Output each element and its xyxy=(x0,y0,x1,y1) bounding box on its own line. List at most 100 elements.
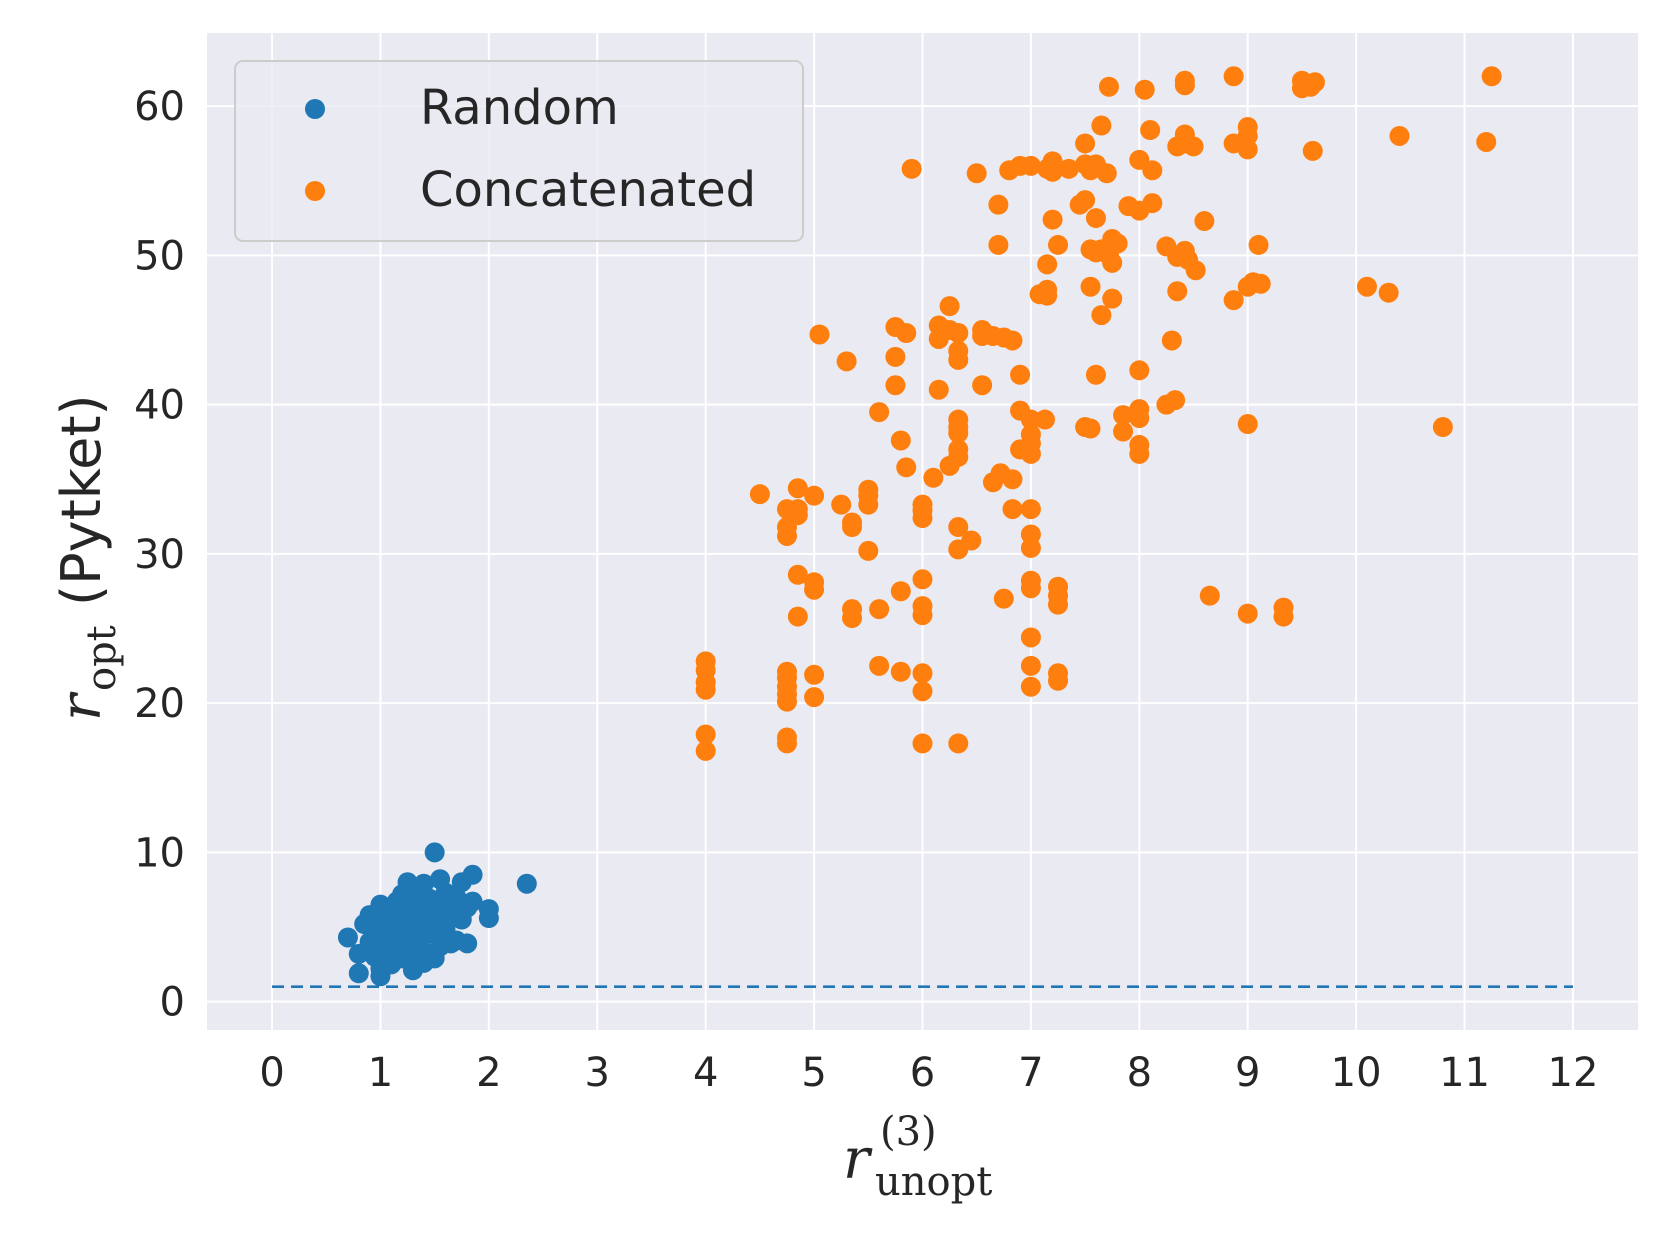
data-point xyxy=(1129,360,1150,381)
data-point xyxy=(1080,276,1101,297)
data-point xyxy=(337,927,358,948)
data-point xyxy=(787,505,808,526)
x-axis-label-symbol: r xyxy=(843,1127,873,1192)
data-point xyxy=(1020,499,1041,520)
data-point xyxy=(462,891,483,912)
data-point xyxy=(885,346,906,367)
data-point xyxy=(1091,305,1112,326)
data-point xyxy=(516,873,537,894)
data-point xyxy=(842,517,863,538)
legend-label-random: Random xyxy=(420,80,619,136)
data-point xyxy=(1002,469,1023,490)
data-point xyxy=(787,606,808,627)
data-point xyxy=(1432,417,1453,438)
data-point xyxy=(988,234,1009,255)
data-point xyxy=(804,485,825,506)
data-point xyxy=(869,655,890,676)
data-point xyxy=(912,663,933,684)
data-point xyxy=(1129,408,1150,429)
y-tick-label: 40 xyxy=(134,383,185,429)
data-point xyxy=(1075,133,1096,154)
data-point xyxy=(858,494,879,515)
data-point xyxy=(1356,276,1377,297)
y-tick-label: 10 xyxy=(134,830,185,876)
data-point xyxy=(1183,136,1204,157)
data-point xyxy=(1140,120,1161,141)
legend-marker-concatenated xyxy=(305,181,325,201)
y-axis-label-subscript: opt xyxy=(79,625,125,691)
data-point xyxy=(901,158,922,179)
data-point xyxy=(1020,578,1041,599)
data-point xyxy=(1075,190,1096,211)
data-point xyxy=(804,579,825,600)
data-point xyxy=(776,525,797,546)
data-point xyxy=(1020,627,1041,648)
data-point xyxy=(1273,606,1294,627)
data-point xyxy=(1035,409,1056,430)
y-axis-label: r opt (Pytket) xyxy=(49,394,125,721)
data-point xyxy=(1048,594,1069,615)
x-tick-label: 6 xyxy=(910,1050,935,1096)
data-point xyxy=(1237,139,1258,160)
data-point xyxy=(1174,75,1195,96)
data-point xyxy=(1113,421,1134,442)
data-point xyxy=(912,733,933,754)
data-point xyxy=(1020,409,1041,430)
data-point xyxy=(1161,330,1182,351)
y-tick-label: 30 xyxy=(134,532,185,578)
data-point xyxy=(1058,158,1079,179)
data-point xyxy=(858,540,879,561)
data-point xyxy=(1037,285,1058,306)
data-point xyxy=(1048,234,1069,255)
data-point xyxy=(457,933,478,954)
x-tick-label: 10 xyxy=(1331,1050,1382,1096)
data-point xyxy=(478,899,499,920)
data-point xyxy=(1142,193,1163,214)
data-point xyxy=(1248,234,1269,255)
data-point xyxy=(348,963,369,984)
data-point xyxy=(896,322,917,343)
data-point xyxy=(869,599,890,620)
data-point xyxy=(1020,155,1041,176)
data-point xyxy=(988,194,1009,215)
data-point xyxy=(1020,443,1041,464)
data-point xyxy=(1002,330,1023,351)
data-point xyxy=(695,724,716,745)
data-point xyxy=(1080,418,1101,439)
x-tick-label: 7 xyxy=(1018,1050,1043,1096)
data-point xyxy=(1037,254,1058,275)
data-point xyxy=(912,681,933,702)
data-point xyxy=(1304,72,1325,93)
data-point xyxy=(1194,211,1215,232)
data-point xyxy=(1223,66,1244,87)
x-tick-label: 5 xyxy=(801,1050,826,1096)
data-point xyxy=(842,608,863,629)
series-random xyxy=(337,842,537,987)
data-point xyxy=(804,664,825,685)
y-tick-label: 20 xyxy=(134,681,185,727)
data-point xyxy=(928,379,949,400)
y-tick-labels: 0 10 20 30 40 50 60 xyxy=(134,84,185,1026)
data-point xyxy=(809,324,830,345)
x-tick-label: 0 xyxy=(259,1050,284,1096)
y-tick-label: 60 xyxy=(134,84,185,130)
data-point xyxy=(993,588,1014,609)
x-tick-label: 8 xyxy=(1127,1050,1152,1096)
data-point xyxy=(695,679,716,700)
data-point xyxy=(804,687,825,708)
data-point xyxy=(1042,161,1063,182)
data-point xyxy=(966,163,987,184)
y-axis-label-suffix: (Pytket) xyxy=(50,394,113,606)
data-point xyxy=(912,569,933,590)
data-point xyxy=(890,661,911,682)
data-point xyxy=(1237,603,1258,624)
data-point xyxy=(890,581,911,602)
data-point xyxy=(1302,140,1323,161)
data-point xyxy=(948,733,969,754)
data-point xyxy=(695,740,716,761)
x-tick-label: 9 xyxy=(1235,1050,1260,1096)
data-point xyxy=(1096,163,1117,184)
data-point xyxy=(1165,390,1186,411)
data-point xyxy=(1185,260,1206,281)
data-point xyxy=(1129,443,1150,464)
